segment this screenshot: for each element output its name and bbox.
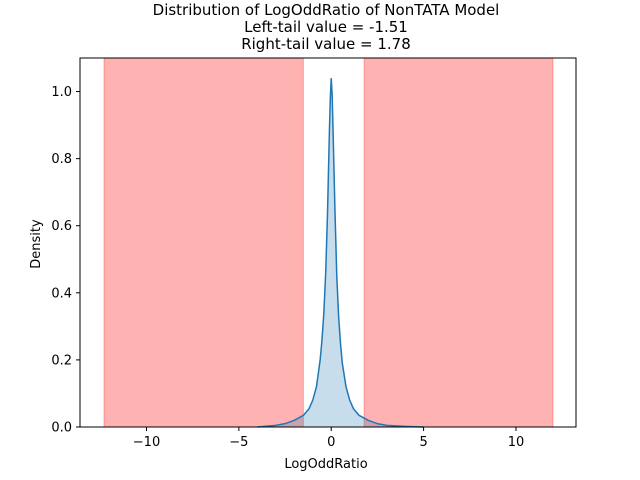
chart-title-line-1: Distribution of LogOddRatio of NonTATA M…: [153, 1, 500, 19]
x-tick-label: 5: [419, 435, 427, 450]
chart-title: Distribution of LogOddRatio of NonTATA M…: [153, 1, 500, 53]
y-tick-label: 0.0: [51, 421, 72, 436]
density-area-1: [257, 78, 424, 428]
x-axis-label: LogOddRatio: [284, 457, 367, 472]
density-line-1: [257, 78, 424, 428]
density-series: [257, 78, 424, 428]
shaded-regions: [103, 57, 554, 428]
y-tick-label: 0.4: [51, 286, 72, 301]
y-tick-label: 1.0: [51, 85, 72, 100]
y-tick-label: 0.6: [51, 219, 72, 234]
y-axis-label: Density: [29, 219, 44, 269]
y-tick-label: 0.2: [51, 353, 72, 368]
x-tick-label: −10: [133, 435, 160, 450]
x-tick-label: 10: [508, 435, 525, 450]
shaded-region-2: [363, 57, 554, 428]
shaded-region-1: [103, 57, 304, 428]
x-tick-label: 0: [327, 435, 335, 450]
y-axis-ticks: 0.0 0.2 0.4 0.6 0.8 1.0: [51, 85, 80, 436]
x-tick-label: −5: [229, 435, 248, 450]
plot-frame: [79, 57, 577, 428]
chart-title-line-2: Left-tail value = -1.51: [244, 18, 408, 36]
y-tick-label: 0.8: [51, 152, 72, 167]
chart-title-line-3: Right-tail value = 1.78: [241, 35, 411, 53]
x-axis-ticks: −10 −5 0 5 10: [133, 427, 524, 450]
